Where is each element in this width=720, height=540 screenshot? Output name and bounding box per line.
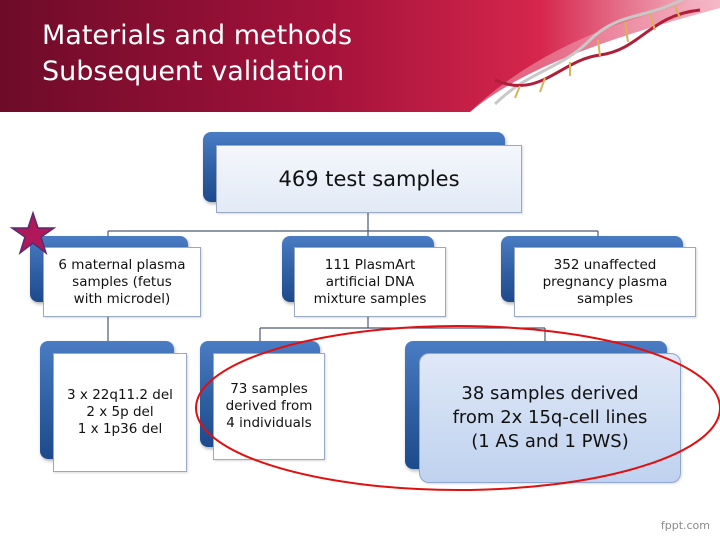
title-line-2: Subsequent validation xyxy=(42,56,345,87)
node-73-samples: 73 samples derived from 4 individuals xyxy=(213,353,325,460)
root-node: 469 test samples xyxy=(216,145,522,213)
node-plasmart: 111 PlasmArt artificial DNA mixture samp… xyxy=(294,247,446,317)
node-plasmart-label: 111 PlasmArt artificial DNA mixture samp… xyxy=(313,256,427,307)
node-73-samples-label: 73 samples derived from 4 individuals xyxy=(225,381,313,431)
title-line-1: Materials and methods xyxy=(42,20,353,51)
dna-helix-icon xyxy=(493,0,701,106)
header-banner xyxy=(0,0,720,112)
node-maternal-plasma: 6 maternal plasma samples (fetus with mi… xyxy=(43,247,201,317)
slide-title: Materials and methods Subsequent validat… xyxy=(42,18,352,90)
node-38-samples: 38 samples derived from 2x 15q-cell line… xyxy=(419,353,681,483)
watermark: fppt.com xyxy=(660,519,710,532)
node-unaffected-label: 352 unaffected pregnancy plasma samples xyxy=(542,256,668,307)
node-deletions-label: 3 x 22q11.2 del 2 x 5p del 1 x 1p36 del xyxy=(67,387,173,437)
root-node-label: 469 test samples xyxy=(278,167,460,191)
node-38-samples-label: 38 samples derived from 2x 15q-cell line… xyxy=(452,383,648,452)
node-deletions: 3 x 22q11.2 del 2 x 5p del 1 x 1p36 del xyxy=(53,353,187,472)
node-unaffected: 352 unaffected pregnancy plasma samples xyxy=(514,247,696,317)
node-maternal-plasma-label: 6 maternal plasma samples (fetus with mi… xyxy=(58,256,186,307)
